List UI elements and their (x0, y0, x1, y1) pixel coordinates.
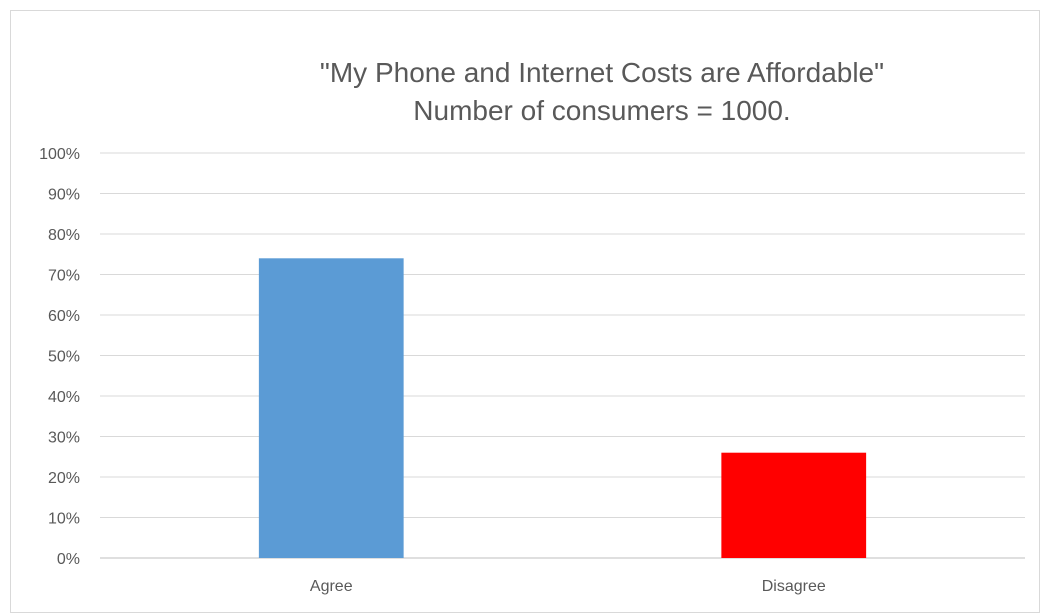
y-tick-label: 90% (48, 187, 80, 204)
y-tick-label: 30% (48, 430, 80, 447)
chart-subtitle: Number of consumers = 1000. (413, 95, 790, 126)
y-tick-label: 10% (48, 511, 80, 528)
chart-frame (10, 10, 1040, 613)
y-tick-label: 60% (48, 308, 80, 325)
y-tick-label: 50% (48, 349, 80, 366)
y-tick-label: 80% (48, 227, 80, 244)
y-tick-label: 40% (48, 389, 80, 406)
bar-disagree (721, 452, 867, 558)
x-axis-ticks: Agree Disagree (310, 578, 826, 595)
x-tick-label: Disagree (762, 578, 826, 595)
y-axis-ticks: 0% 10% 20% 30% 40% 50% 60% 70% 80% 90% 100% (39, 146, 80, 568)
gridlines (100, 152, 1025, 559)
y-tick-label: 70% (48, 268, 80, 285)
x-tick-label: Agree (310, 578, 353, 595)
y-tick-label: 100% (39, 146, 80, 163)
y-tick-label: 0% (57, 551, 80, 568)
y-tick-label: 20% (48, 470, 80, 487)
chart-title: "My Phone and Internet Costs are Afforda… (320, 57, 884, 88)
bar-agree (258, 258, 404, 558)
bars (258, 258, 867, 558)
